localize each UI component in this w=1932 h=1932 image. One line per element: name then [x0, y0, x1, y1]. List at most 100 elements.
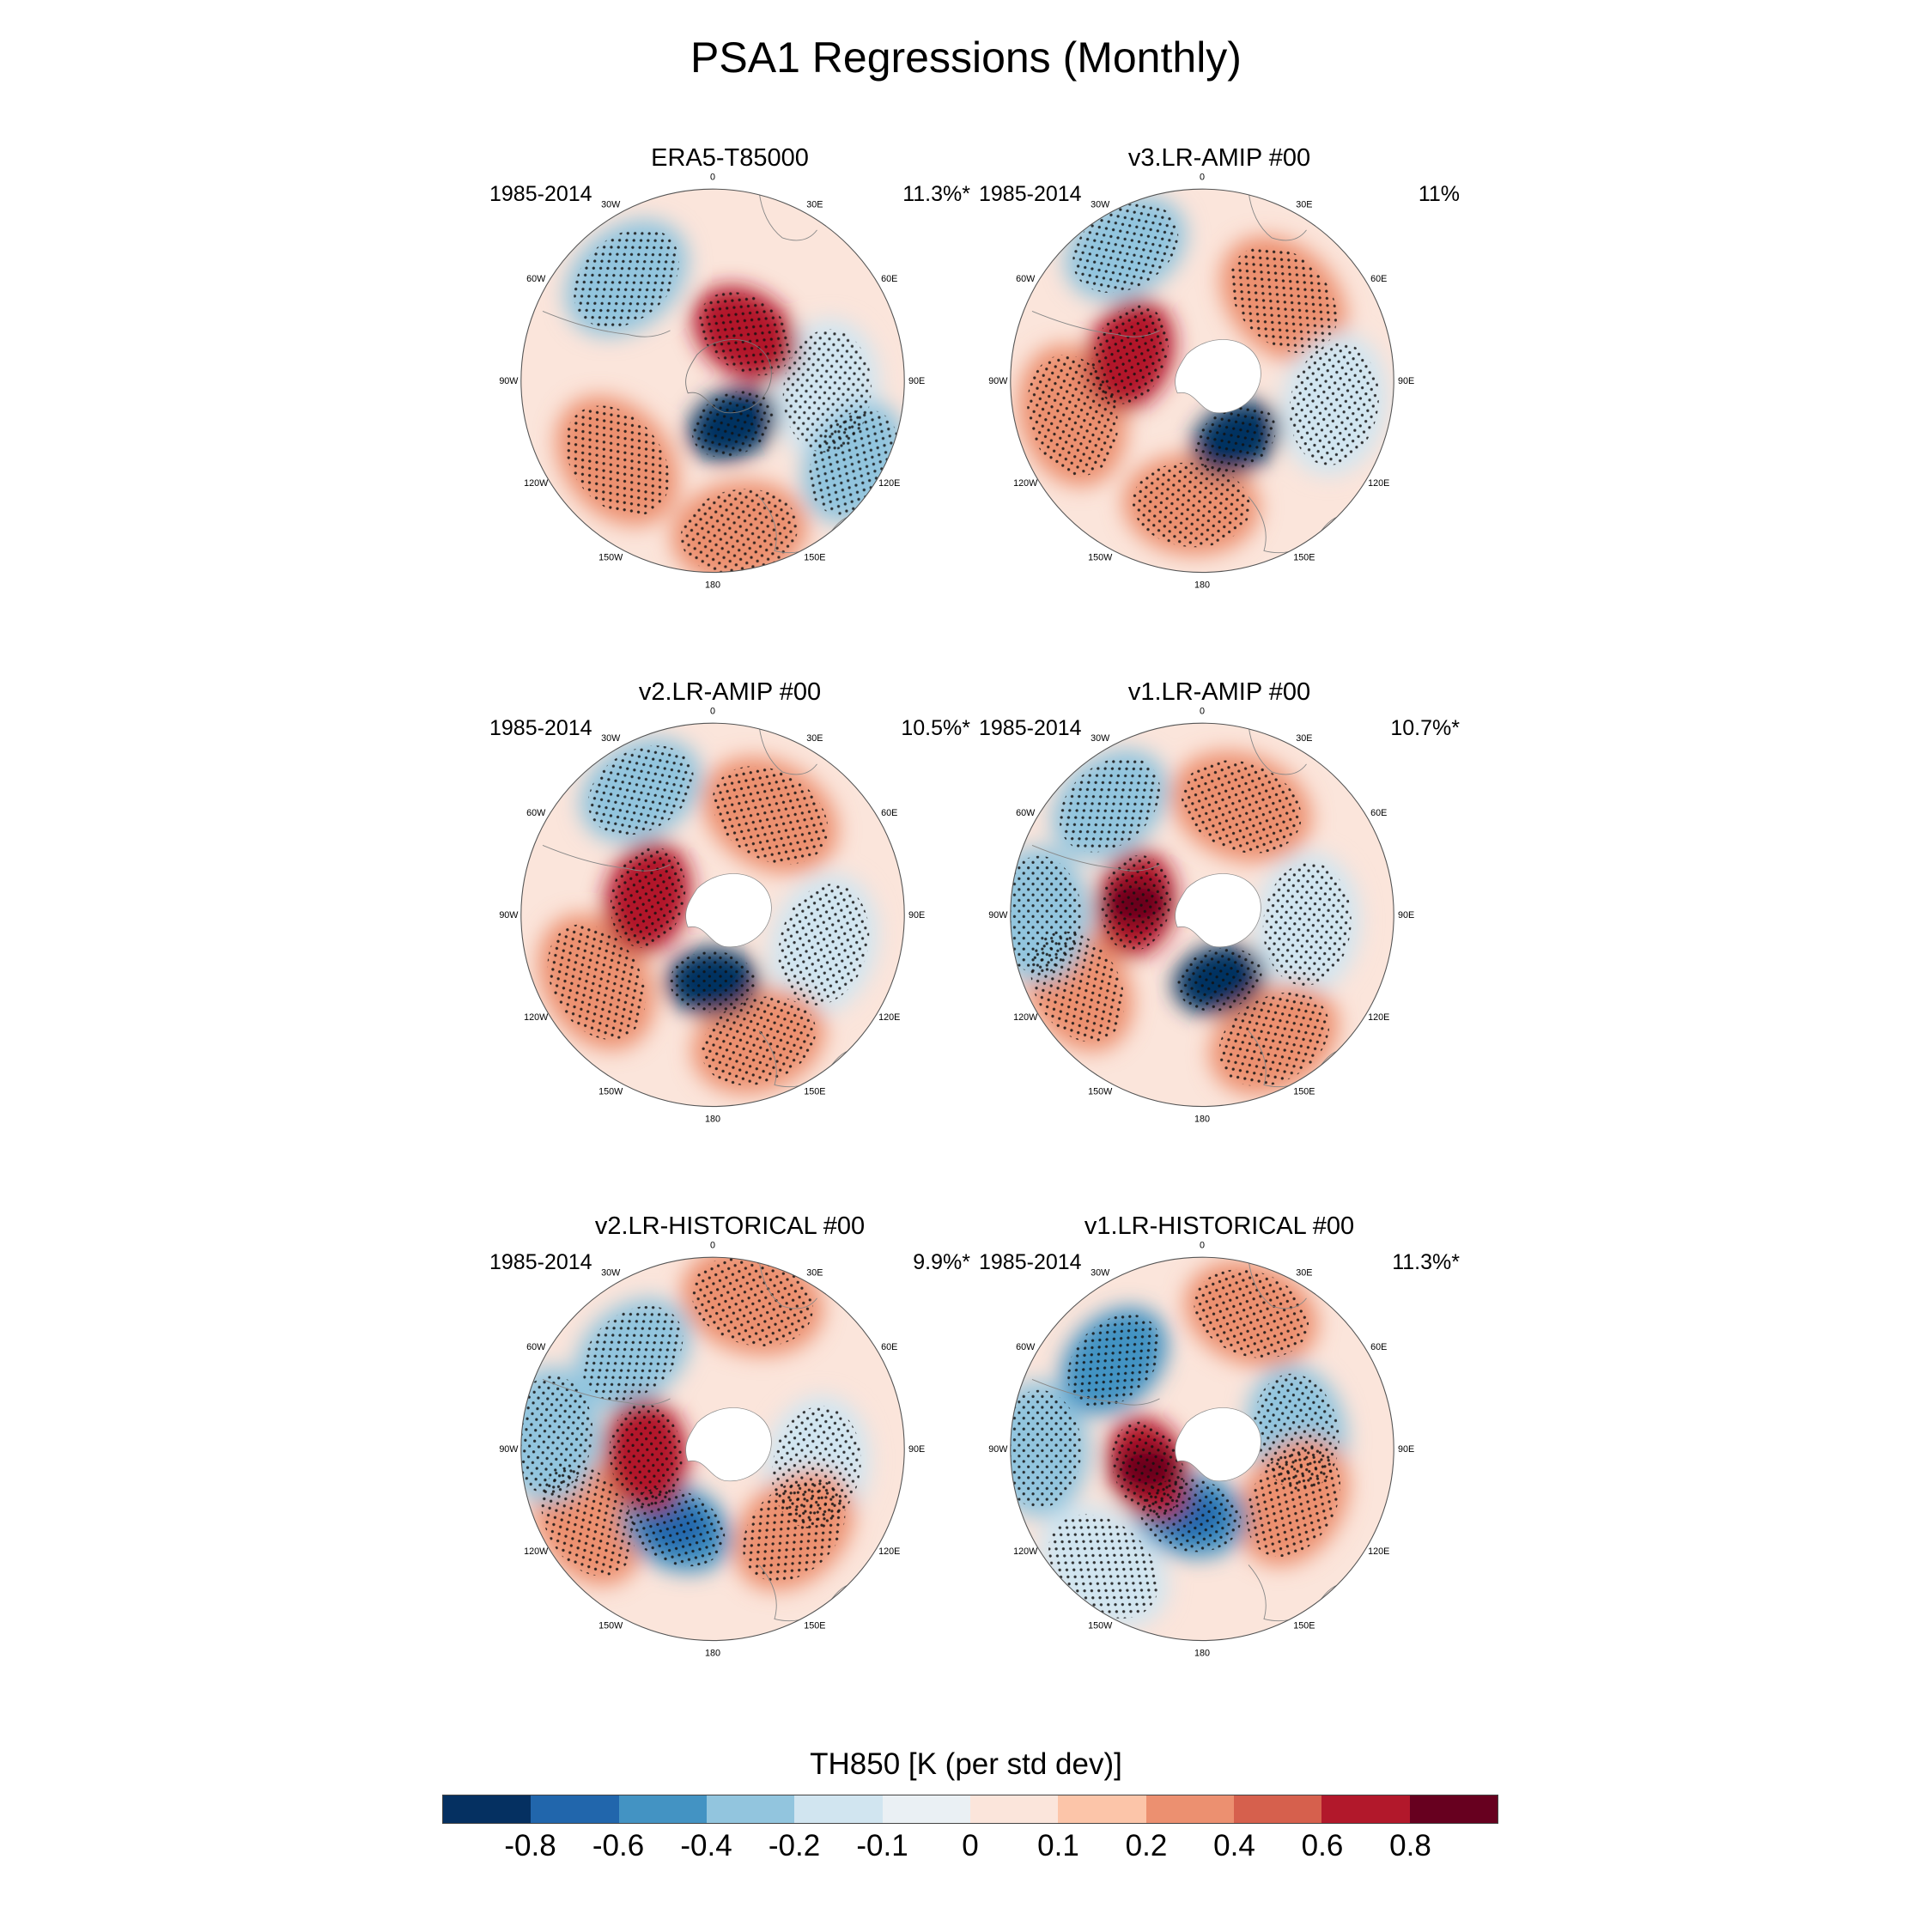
longitude-label: 0 — [710, 1240, 715, 1250]
longitude-label: 90W — [499, 376, 519, 386]
panel-variance: 11% — [1418, 182, 1460, 206]
significance-stipple — [1194, 1269, 1309, 1358]
coastline — [758, 191, 817, 241]
polar-map: 0 30E 60E 90E 120E 150E 180 150W 120W 90W 60W 30W — [988, 706, 1414, 1125]
map-boundary — [1010, 722, 1394, 1108]
longitude-label: 120W — [524, 1012, 549, 1023]
coastline — [542, 1378, 671, 1406]
significance-stipple — [1177, 947, 1262, 1012]
colorbar-swatch — [531, 1795, 619, 1823]
longitude-label: 30W — [1091, 733, 1110, 744]
colorbar-tick-label: -0.6 — [592, 1829, 645, 1862]
coastline — [1248, 1259, 1307, 1309]
significance-stipple — [691, 1257, 813, 1346]
longitude-label: 60E — [881, 274, 897, 284]
significance-stipple — [1289, 343, 1379, 465]
longitude-label: 90E — [1398, 376, 1414, 386]
figure-title: PSA1 Regressions (Monthly) — [690, 33, 1242, 82]
significance-stipple — [701, 996, 817, 1086]
panel-title: v2.LR-AMIP #00 — [638, 678, 822, 706]
map-panel: v2.LR-AMIP #00 1985-2014 10.5%* 0 30E 60E 90E 1… — [489, 678, 970, 1194]
longitude-label: 180 — [1194, 1115, 1210, 1125]
significance-stipple — [782, 329, 872, 453]
panel-years: 1985-2014 — [489, 1250, 592, 1274]
longitude-label: 90E — [1398, 1444, 1414, 1455]
colorbar-swatch — [882, 1795, 970, 1823]
significance-stipple — [520, 1376, 593, 1494]
significance-stipple — [699, 291, 793, 376]
colorbar — [442, 1795, 1498, 1824]
significance-stipple — [778, 884, 870, 1005]
panel-title: v1.LR-AMIP #00 — [1127, 678, 1311, 706]
colorbar-swatch — [618, 1795, 707, 1823]
longitude-label: 120W — [1013, 1546, 1038, 1557]
panel-variance: 9.9%* — [913, 1250, 970, 1274]
significance-stipple — [742, 1479, 846, 1582]
map-boundary — [520, 188, 905, 574]
longitude-label: 30W — [1091, 1267, 1110, 1278]
significance-stipple — [1010, 1389, 1082, 1509]
longitude-label: 120W — [1013, 478, 1038, 489]
longitude-label: 150E — [804, 1621, 825, 1631]
longitude-label: 120E — [878, 478, 900, 489]
coastline — [542, 844, 671, 872]
longitude-label: 60W — [1016, 808, 1036, 818]
colorbar-swatch — [706, 1795, 795, 1823]
colorbar-tick-label: 0.8 — [1389, 1829, 1431, 1862]
longitude-label: 180 — [1194, 1649, 1210, 1659]
significance-stipple — [587, 745, 694, 835]
significance-stipple — [541, 1465, 635, 1577]
significance-stipple — [547, 924, 646, 1040]
map-boundary — [520, 722, 905, 1108]
panel-variance: 11.3%* — [902, 182, 970, 206]
colorbar-swatch — [794, 1795, 883, 1823]
significance-stipple — [1246, 1446, 1340, 1558]
longitude-label: 150W — [1088, 1621, 1113, 1631]
colorbar-tick-label: 0.1 — [1037, 1829, 1079, 1862]
longitude-label: 60W — [526, 274, 546, 284]
longitude-label: 60E — [881, 808, 897, 818]
panel-years: 1985-2014 — [979, 182, 1082, 206]
panel-years: 1985-2014 — [979, 716, 1082, 740]
longitude-label: 0 — [1200, 172, 1205, 182]
longitude-label: 120E — [878, 1546, 900, 1557]
longitude-label: 180 — [705, 580, 720, 591]
panel-variance: 10.7%* — [1390, 716, 1460, 740]
longitude-label: 0 — [710, 172, 715, 182]
panel-variance: 11.3%* — [1392, 1250, 1460, 1274]
longitude-label: 120E — [1368, 1012, 1389, 1023]
longitude-label: 60E — [1370, 808, 1387, 818]
significance-stipple — [1048, 1514, 1159, 1619]
longitude-label: 30W — [601, 733, 621, 744]
colorbar-tick-label: -0.4 — [680, 1829, 732, 1862]
significance-stipple — [691, 391, 775, 458]
map-boundary — [1010, 1256, 1394, 1642]
antarctica-coastline — [685, 339, 772, 414]
coastline — [758, 725, 817, 775]
polar-map: 0 30E 60E 90E 120E 150E 180 150W 120W 90W 60W 30W — [499, 1240, 925, 1658]
longitude-label: 30E — [1296, 733, 1312, 744]
colorbar-swatch — [1321, 1795, 1410, 1823]
panel-years: 1985-2014 — [979, 1250, 1082, 1274]
longitude-label: 150W — [1088, 1087, 1113, 1097]
significance-stipple — [1059, 756, 1160, 853]
significance-stipple — [582, 1305, 683, 1401]
longitude-label: 150E — [1293, 1087, 1315, 1097]
longitude-label: 120E — [878, 1012, 900, 1023]
significance-stipple — [1195, 404, 1276, 473]
coastline — [1031, 844, 1160, 872]
colorbar-tick-label: -0.8 — [504, 1829, 556, 1862]
coastline — [1248, 191, 1307, 241]
polar-map: 0 30E 60E 90E 120E 150E 180 150W 120W 90W 60W 30W — [988, 172, 1414, 590]
map-panel: v2.LR-HISTORICAL #00 1985-2014 9.9%* 0 30E 60… — [489, 1212, 970, 1728]
polar-map: 0 30E 60E 90E 120E 150E 180 150W 120W 90W 60W 30W — [988, 1240, 1414, 1659]
significance-stipple — [1067, 1314, 1161, 1408]
significance-stipple — [1072, 203, 1179, 293]
colorbar-ticks: -0.8 -0.6 -0.4 -0.2 -0.1 0 0.1 0.2 0.4 0.6 0.8 — [442, 1829, 1498, 1872]
longitude-label: 90E — [908, 910, 925, 920]
map-panel: ERA5-T85000 1985-2014 11.3%* 0 30E 60E 90E 120E… — [489, 144, 970, 659]
longitude-label: 90W — [499, 1444, 519, 1455]
longitude-label: 150E — [1293, 553, 1315, 563]
colorbar-swatch — [1409, 1795, 1498, 1823]
significance-stipple — [1111, 1421, 1185, 1516]
